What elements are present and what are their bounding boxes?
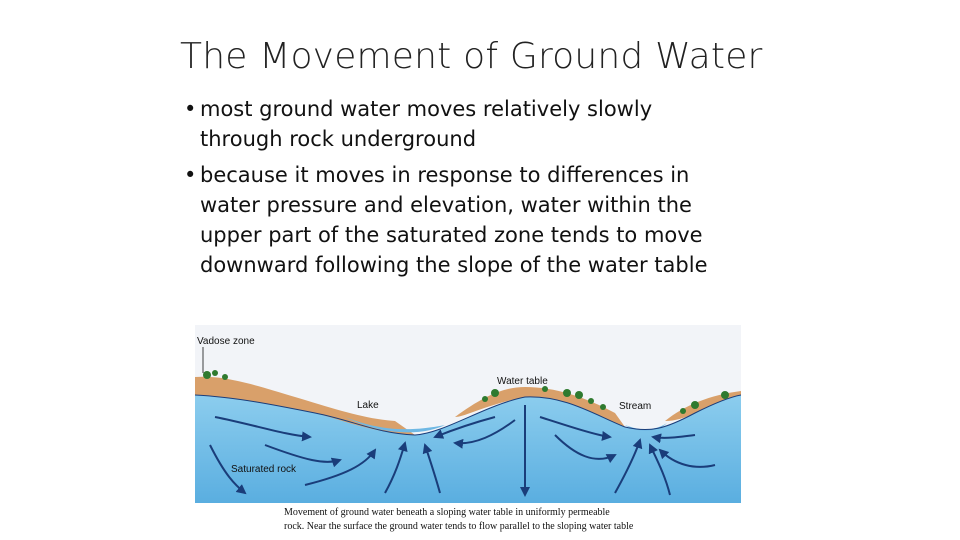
caption-line: Movement of ground water beneath a slopi… (284, 507, 610, 518)
flow-arrow (658, 448, 716, 468)
flow-arrow (554, 434, 617, 464)
bullet-line: water pressure and elevation, water with… (200, 193, 692, 217)
flow-arrow (264, 444, 342, 468)
bullet-line: through rock underground (200, 127, 477, 151)
flow-arrow (453, 419, 516, 449)
flow-arrow (651, 433, 696, 444)
bullet-list: • most ground water moves relatively slo… (184, 94, 824, 286)
saturated-zone (195, 395, 741, 503)
bullet-item: • most ground water moves relatively slo… (184, 94, 824, 154)
label-vadose-zone: Vadose zone (197, 336, 255, 347)
lake (345, 417, 445, 433)
label-saturated-rock: Saturated rock (231, 464, 297, 475)
bullet-marker: • (184, 97, 197, 121)
label-lake: Lake (357, 400, 379, 411)
flow-arrow (422, 443, 441, 494)
bullet-item: • because it moves in response to differ… (184, 160, 824, 280)
flow-arrow (433, 416, 496, 439)
flow-arrow (539, 416, 612, 441)
soil-layer (455, 387, 625, 427)
soil-layer (195, 376, 415, 435)
slide-title: The Movement of Ground Water (180, 36, 763, 77)
label-water-table: Water table (497, 376, 548, 387)
bullet-line: because it moves in response to differen… (200, 163, 690, 187)
figure-caption: Movement of ground water beneath a slopi… (284, 506, 754, 534)
bullet-marker: • (184, 163, 197, 187)
flow-arrows (209, 405, 716, 497)
flow-arrow (648, 443, 671, 496)
flow-arrow (209, 444, 247, 495)
label-stream: Stream (619, 401, 651, 412)
bullet-line: most ground water moves relatively slowl… (200, 97, 653, 121)
flow-arrow (304, 448, 377, 486)
flow-arrow (214, 416, 312, 442)
water-table-line (195, 394, 741, 436)
flow-arrow (384, 441, 408, 494)
groundwater-diagram: Vadose zone Water table Lake Stream Satu… (195, 325, 741, 503)
bullet-line: upper part of the saturated zone tends t… (200, 223, 703, 247)
flow-arrow (614, 438, 643, 494)
caption-line: rock. Near the surface the ground water … (284, 521, 634, 532)
bullet-line: downward following the slope of the wate… (200, 253, 708, 277)
trees (203, 370, 729, 414)
